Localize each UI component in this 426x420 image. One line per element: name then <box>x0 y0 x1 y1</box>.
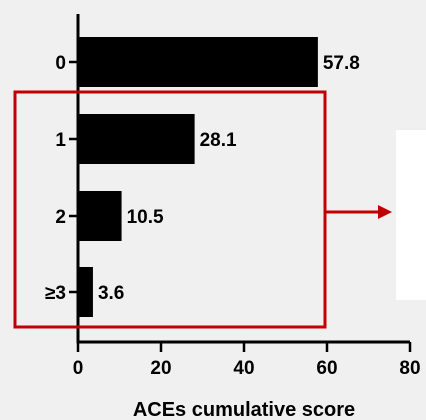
highlight-box <box>13 90 327 329</box>
x-axis-title: ACEs cumulative score <box>133 399 355 420</box>
axes-layer <box>69 14 412 352</box>
x-tick-label-3: 60 <box>316 358 337 379</box>
annotation-arrow-head <box>378 205 392 219</box>
data-label-1: 28.1 <box>200 130 237 151</box>
bars-layer <box>78 37 318 317</box>
y-tick-label-0: 0 <box>55 53 66 74</box>
x-tick-label-0: 0 <box>73 358 84 379</box>
bar-0 <box>78 37 318 87</box>
bar-2 <box>78 191 122 241</box>
x-tick-label-2: 40 <box>233 358 254 379</box>
data-label-2: 10.5 <box>127 207 164 228</box>
y-tick-label-3: ≥3 <box>45 283 66 304</box>
callout-panel <box>396 130 426 300</box>
bar-3 <box>78 267 93 317</box>
y-tick-label-2: 2 <box>55 207 66 228</box>
annotation-layer <box>13 90 426 329</box>
x-tick-label-4: 80 <box>399 358 420 379</box>
x-tick-label-1: 20 <box>150 358 171 379</box>
data-label-0: 57.8 <box>323 53 360 74</box>
data-label-3: 3.6 <box>98 283 124 304</box>
labels-layer: 57.8 0 28.1 1 10.5 2 3.6 ≥3 0 20 40 60 80 ACEs cumula… <box>45 53 421 420</box>
bar-1 <box>78 114 195 164</box>
y-tick-label-1: 1 <box>55 130 66 151</box>
